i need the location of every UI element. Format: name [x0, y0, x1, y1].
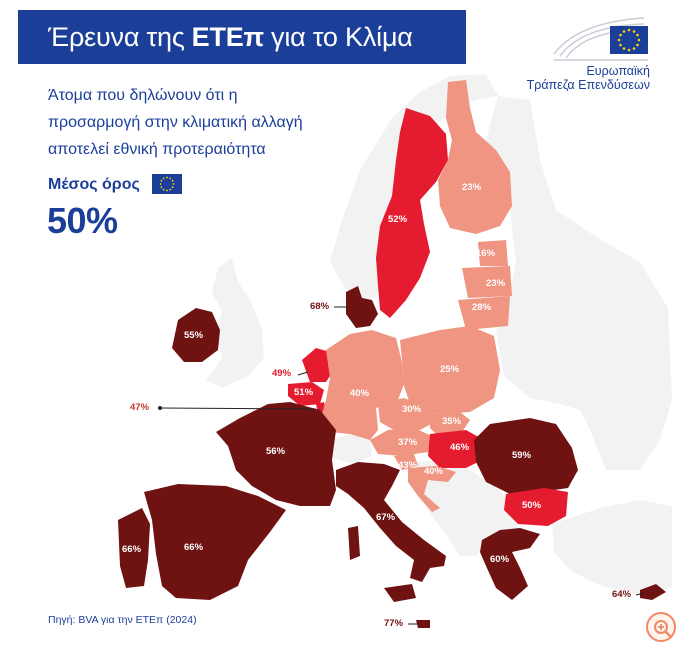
country-estonia: [478, 240, 508, 266]
label-netherlands: 49%: [272, 368, 292, 379]
label-lithuania: 28%: [472, 302, 492, 313]
eib-logo: [548, 12, 660, 92]
subtitle: Άτομα που δηλώνουν ότι η προσαρμογή στην…: [48, 82, 378, 163]
country-slovakia: [430, 412, 470, 436]
label-belgium: 51%: [294, 387, 314, 398]
label-luxembourg: 47%: [130, 402, 150, 413]
label-france: 56%: [266, 446, 286, 457]
turkey-shape: [552, 500, 672, 594]
label-ireland: 55%: [184, 330, 204, 341]
title-pre: Έρευνα της: [48, 21, 185, 52]
label-malta: 77%: [384, 618, 404, 629]
country-bulgaria: [504, 488, 568, 526]
average-value: 50%: [47, 200, 118, 241]
country-netherlands: [302, 348, 334, 382]
eib-logo-text: Ευρωπαϊκή Τράπεζα Επενδύσεων: [512, 64, 650, 92]
country-croatia: [408, 466, 456, 512]
title-bar: Έρευνα της ΕΤΕπ για το Κλίμα: [18, 10, 466, 64]
country-italy: [336, 462, 446, 582]
label-cyprus: 64%: [612, 589, 632, 600]
label-germany: 40%: [350, 388, 370, 399]
balkans-shape: [412, 460, 520, 556]
title-post: για το Κλίμα: [271, 21, 413, 52]
country-romania: [474, 418, 578, 494]
label-bulgaria: 50%: [522, 500, 542, 511]
country-slovenia: [394, 454, 418, 470]
title-bold: ΕΤΕπ: [191, 21, 265, 52]
uk-shape: [206, 258, 264, 388]
country-denmark: [346, 286, 378, 328]
label-estonia: 16%: [476, 248, 496, 259]
norway-shape: [330, 74, 498, 300]
source-note: Πηγή: BVA για την ΕΤΕπ (2024): [48, 614, 197, 626]
country-sweden: [376, 108, 448, 318]
leader-luxembourg-dot: [158, 406, 162, 410]
label-poland: 25%: [440, 364, 460, 375]
label-slovakia: 35%: [442, 416, 462, 427]
country-greece: [480, 528, 540, 600]
country-finland: [438, 80, 512, 234]
label-czechia: 30%: [402, 404, 422, 415]
label-hungary: 46%: [450, 442, 470, 453]
zoom-icon: [654, 620, 673, 639]
country-belgium: [288, 382, 324, 406]
label-greece: 60%: [490, 554, 510, 565]
zoom-button[interactable]: [646, 612, 676, 642]
label-spain: 66%: [184, 542, 204, 553]
label-romania: 59%: [512, 450, 532, 461]
country-portugal: [118, 508, 150, 588]
country-latvia: [462, 266, 512, 298]
label-finland: 23%: [462, 182, 482, 193]
country-hungary: [428, 430, 486, 468]
country-germany: [322, 330, 404, 440]
label-slovenia: 43%: [398, 460, 418, 471]
eu-flag-icon: [152, 174, 182, 194]
country-cyprus: [640, 584, 666, 600]
leader-netherlands: [297, 371, 309, 376]
subtitle-line-2: προσαρμογή στην κλιματική αλλαγή: [48, 114, 303, 131]
label-latvia: 23%: [486, 278, 506, 289]
country-malta: [416, 620, 430, 628]
country-austria: [370, 428, 432, 456]
eib-logo-graphic: [553, 17, 648, 61]
label-portugal: 66%: [122, 544, 142, 555]
logo-line-1: Ευρωπαϊκή: [586, 64, 650, 78]
leader-cyprus: [635, 592, 645, 596]
country-poland: [400, 326, 500, 414]
label-denmark: 68%: [310, 301, 330, 312]
country-france: [216, 402, 336, 506]
logo-line-2: Τράπεζα Επενδύσεων: [526, 78, 650, 92]
label-italy: 67%: [376, 512, 396, 523]
label-croatia: 40%: [424, 466, 444, 477]
country-czechia: [378, 398, 438, 430]
country-italy-sardinia: [348, 526, 360, 560]
subtitle-line-3: αποτελεί εθνική προτεραιότητα: [48, 141, 266, 158]
country-ireland: [172, 308, 220, 362]
average-label: Μέσος όρος: [48, 176, 140, 193]
subtitle-line-1: Άτομα που δηλώνουν ότι η: [48, 87, 238, 104]
country-lithuania: [458, 296, 510, 330]
label-sweden: 52%: [388, 214, 408, 225]
country-italy-sicily: [384, 584, 416, 602]
country-spain: [144, 484, 286, 600]
leader-luxembourg: [159, 407, 317, 410]
east-shape: [486, 96, 672, 470]
switzerland-shape: [330, 434, 372, 464]
label-austria: 37%: [398, 437, 418, 448]
